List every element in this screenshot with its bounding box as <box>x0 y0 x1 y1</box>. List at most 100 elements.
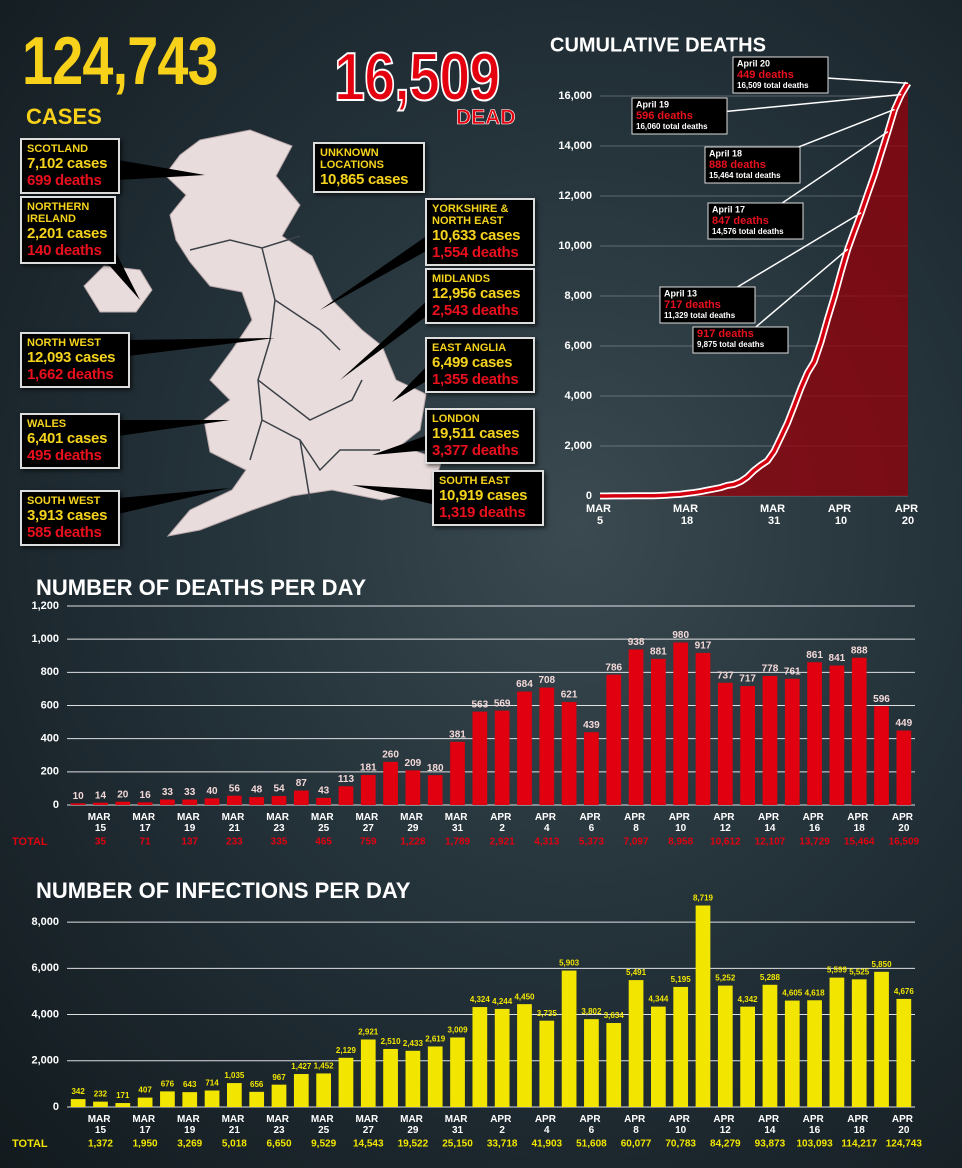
value-label: 761 <box>784 666 801 677</box>
value-label: 10 <box>73 791 85 802</box>
bar <box>450 741 465 805</box>
region-border <box>257 379 363 421</box>
value-label: 2,619 <box>425 1035 446 1044</box>
value-label: 5,288 <box>760 973 781 982</box>
x-tick-label: APR 2 <box>490 812 514 834</box>
x-tick-label-line: APR <box>713 812 737 823</box>
x-tick-label: MAR 27 <box>355 812 381 834</box>
pointer <box>118 488 230 514</box>
y-tick-label: 4,000 <box>31 1008 59 1020</box>
region-box: NORTHERN IRELAND 2,201 cases 140 deaths <box>20 196 116 264</box>
bar <box>316 1073 331 1107</box>
x-tick-label-line: APR <box>624 1114 648 1125</box>
x-tick-label-line: MAR <box>222 1114 248 1125</box>
region-border <box>274 299 341 351</box>
value-label: 180 <box>427 763 444 774</box>
value-label: 563 <box>471 699 488 710</box>
bar <box>360 774 376 805</box>
annotation-date: April 20 <box>737 58 770 68</box>
x-tick-label-line: MAR <box>355 812 381 823</box>
x-tick-label: MAR 5 <box>586 503 614 527</box>
total-label: 5,373 <box>579 837 604 848</box>
annotation-total: 14,576 total deaths <box>712 227 784 236</box>
region-deaths: 1,319 deaths <box>439 504 526 521</box>
total-label: 71 <box>140 837 152 848</box>
value-label: 3,802 <box>581 1007 602 1016</box>
total-label: 16,509 <box>889 837 920 848</box>
x-tick-label: APR 12 <box>713 812 737 834</box>
x-tick-label-line: 17 <box>140 823 152 834</box>
region-cases: 10,633 cases <box>432 227 521 244</box>
value-label: 786 <box>605 662 622 673</box>
x-tick-label: APR 20 <box>892 1114 916 1136</box>
bar <box>204 1090 220 1107</box>
total-label: 33,718 <box>487 1139 518 1150</box>
annotation-box <box>659 286 756 324</box>
region-name: WALES <box>27 418 67 430</box>
x-tick-label-line: APR <box>803 1114 827 1125</box>
value-label: 1,035 <box>224 1071 245 1080</box>
region-border <box>261 419 380 472</box>
x-tick-label-line: 19 <box>184 823 196 834</box>
value-label: 3,735 <box>537 1009 558 1018</box>
bar <box>137 1097 153 1107</box>
bar <box>717 682 733 805</box>
bar <box>383 761 398 805</box>
total-label: 25,150 <box>442 1139 473 1150</box>
x-tick-label-line: 2 <box>499 823 505 834</box>
x-tick-label-line: MAR <box>266 1114 292 1125</box>
bar <box>271 796 287 805</box>
x-tick-label: MAR 17 <box>132 812 158 834</box>
region-name: YORKSHIRE & NORTH EAST <box>432 203 509 227</box>
bar <box>628 980 644 1107</box>
total-label: 759 <box>360 837 377 848</box>
value-label: 4,618 <box>805 988 826 997</box>
x-tick-label: MAR 15 <box>88 1114 114 1136</box>
bar <box>584 732 599 805</box>
x-tick-label: MAR 29 <box>400 812 426 834</box>
x-tick-label-line: 10 <box>675 823 687 834</box>
pointer <box>352 485 436 505</box>
bar <box>740 1006 755 1107</box>
x-tick-label-line: APR <box>535 1114 559 1125</box>
y-tick-label: 8,000 <box>564 290 592 302</box>
x-tick-label-line: APR <box>624 812 648 823</box>
pointer <box>320 235 428 310</box>
region-box: SOUTH EAST 10,919 cases 1,319 deaths <box>432 470 544 526</box>
region-cases: 6,499 cases <box>432 354 513 371</box>
x-tick-label-line: 10 <box>835 515 847 527</box>
region-cases: 6,401 cases <box>27 430 108 447</box>
x-tick-label: MAR 21 <box>222 812 248 834</box>
value-label: 381 <box>449 729 466 740</box>
x-tick-label: APR 20 <box>892 812 916 834</box>
bar <box>896 998 912 1107</box>
region-box: SOUTH WEST 3,913 cases 585 deaths <box>20 490 120 546</box>
x-tick-label-line: 16 <box>809 823 821 834</box>
region-border <box>189 235 301 251</box>
x-tick-label-line: MAR <box>673 503 701 515</box>
annotation-box <box>692 326 789 354</box>
annotation-total: 16,060 total deaths <box>636 122 708 131</box>
region-deaths: 2,543 deaths <box>432 302 519 319</box>
value-label: 737 <box>717 670 734 681</box>
total-label: 15,464 <box>844 837 875 848</box>
region-deaths: 699 deaths <box>27 172 102 189</box>
bar <box>338 1057 354 1107</box>
annotation-deaths: 888 deaths <box>709 159 766 171</box>
bar <box>70 1099 86 1107</box>
y-tick-label: 6,000 <box>31 962 59 974</box>
total-label: 35 <box>95 837 107 848</box>
bar <box>115 1103 131 1107</box>
annotation-deaths: 847 deaths <box>712 215 769 227</box>
x-tick-label-line: 31 <box>452 1125 464 1136</box>
value-label: 967 <box>272 1073 286 1082</box>
bar <box>227 795 242 805</box>
value-label: 5,525 <box>849 967 870 976</box>
y-tick-label: 600 <box>41 699 59 711</box>
y-tick-label: 0 <box>53 799 59 811</box>
region-cases: 10,919 cases <box>439 487 528 504</box>
x-tick-label: APR 10 <box>669 812 693 834</box>
x-tick-label: MAR 27 <box>355 1114 381 1136</box>
y-tick-label: 6,000 <box>564 340 592 352</box>
